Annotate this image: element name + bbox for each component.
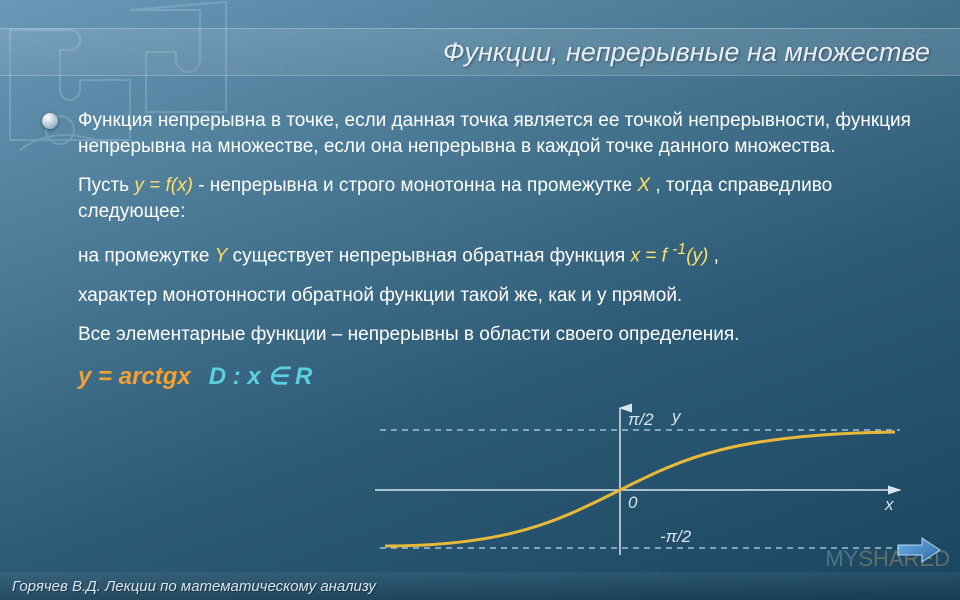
- p3-y: Y: [215, 245, 228, 266]
- p2-x: X: [637, 175, 650, 196]
- paragraph-1: Функция непрерывна в точке, если данная …: [78, 108, 920, 159]
- formula-row: y = arctgx D : x ∈ R: [78, 362, 920, 391]
- formula-domain: D : x ∈ R: [209, 363, 313, 390]
- p3-text-b: существует непрерывная обратная функция: [227, 245, 630, 266]
- p2-text-a: Пусть: [78, 175, 134, 196]
- formula: y = arctgx D : x ∈ R: [78, 362, 312, 391]
- title-bar: Функции, непрерывные на множестве: [0, 28, 960, 76]
- content-area: Функция непрерывна в точке, если данная …: [78, 108, 920, 391]
- label-neg-pi-half: -π/2: [660, 527, 692, 546]
- footer: Горячев В.Д. Лекции по математическому а…: [0, 572, 960, 600]
- label-x: x: [884, 495, 894, 514]
- formula-y: y: [78, 363, 91, 390]
- label-pi-half-top: π/2: [628, 410, 654, 429]
- p3-sup: -1: [672, 241, 686, 258]
- arctan-curve: [385, 432, 895, 546]
- slide: Функции, непрерывные на множестве Функци…: [0, 0, 960, 600]
- arctan-chart: π/2 y 0 x -π/2: [370, 400, 910, 560]
- paragraph-2: Пусть y = f(x) - непрерывна и строго мон…: [78, 173, 920, 224]
- chart-svg: π/2 y 0 x -π/2: [370, 400, 910, 560]
- formula-eq: =: [91, 363, 118, 390]
- p3-text-a: на промежутке: [78, 245, 215, 266]
- formula-fn: arctgx: [119, 363, 191, 390]
- bullet-icon: [42, 113, 58, 129]
- watermark-a: MY: [825, 546, 858, 571]
- label-y: y: [671, 407, 682, 426]
- p2-text-b: - непрерывна и строго монотонна на проме…: [193, 175, 637, 196]
- paragraph-5: Все элементарные функции – непрерывны в …: [78, 322, 920, 348]
- footer-text: Горячев В.Д. Лекции по математическому а…: [12, 578, 376, 595]
- slide-title: Функции, непрерывные на множестве: [443, 37, 930, 68]
- paragraph-4: характер монотонности обратной функции т…: [78, 283, 920, 309]
- label-origin: 0: [628, 493, 638, 512]
- p3-f2: (y): [686, 245, 708, 266]
- p3-text-c: ,: [708, 245, 719, 266]
- paragraph-3: на промежутке Y существует непрерывная о…: [78, 239, 920, 269]
- p3-f: x = f: [630, 245, 672, 266]
- p2-yfx: y = f(x): [134, 175, 193, 196]
- next-arrow-icon[interactable]: [896, 536, 942, 564]
